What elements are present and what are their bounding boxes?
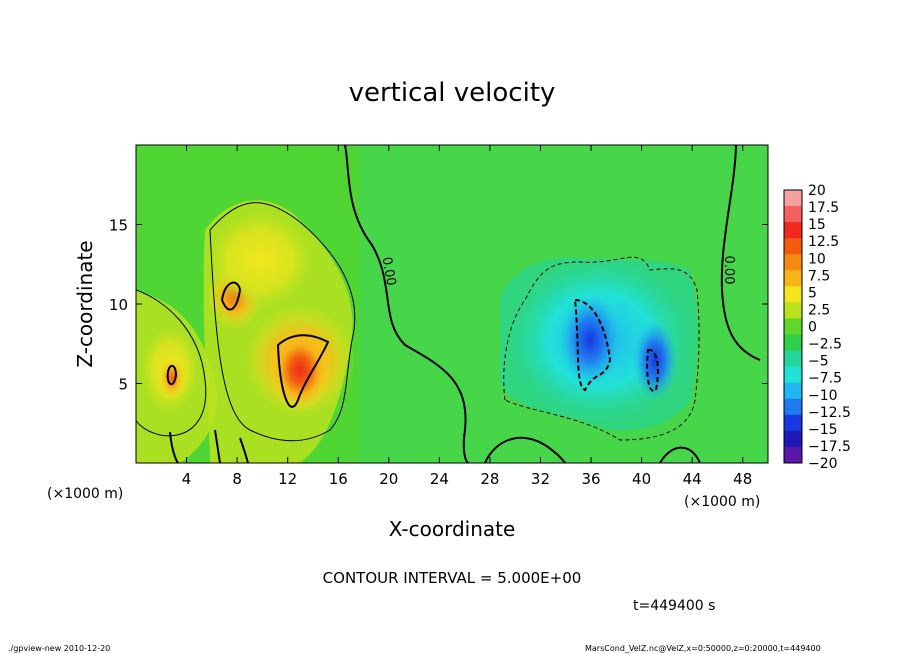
- colorbar-swatch-2: [784, 222, 802, 239]
- colorbar-frame: [783, 189, 803, 464]
- time-text: t=449400 s: [633, 598, 715, 614]
- y-axis: 5 10 15: [109, 217, 768, 394]
- colorbar-label-2: 15: [808, 217, 826, 233]
- x-axis-title: X-coordinate: [389, 517, 516, 541]
- colorbar-label-0: 20: [808, 183, 826, 199]
- colorbar-label-13: −12.5: [808, 405, 851, 421]
- y-tick-label-2: 15: [109, 217, 128, 235]
- colorbar-label-12: −10: [808, 388, 838, 404]
- colorbar-swatch-14: [784, 414, 802, 432]
- colorbar-label-11: −7.5: [808, 371, 842, 387]
- colorbar-label-3: 12.5: [808, 234, 839, 250]
- colorbar-label-10: −5: [808, 354, 829, 370]
- colorbar-label-16: −20: [808, 456, 838, 472]
- colorbar-label-15: −17.5: [808, 439, 851, 455]
- colorbar-swatch-12: [784, 382, 802, 400]
- colorbar-swatch-4: [784, 254, 802, 271]
- colorbar-label-4: 10: [808, 251, 826, 267]
- chart-title: vertical velocity: [349, 78, 556, 108]
- colorbar-swatch-16: [784, 446, 802, 464]
- x-tick-label-10: 44: [683, 470, 702, 488]
- colorbar-swatch-8: [784, 318, 802, 336]
- colorbar-swatch-1: [784, 206, 802, 223]
- x-unit-left: (×1000 m): [47, 486, 123, 502]
- x-tick-label-6: 28: [480, 470, 499, 488]
- x-tick-label-3: 16: [329, 470, 348, 488]
- colorbar-label-1: 17.5: [808, 200, 839, 216]
- contour-label-1: 0.00: [379, 256, 399, 287]
- colorbar-swatch-7: [784, 302, 802, 319]
- x-unit-right: (×1000 m): [684, 494, 760, 510]
- x-tick-label-1: 8: [232, 470, 242, 488]
- heatmap-field: 0.00 0.00: [136, 145, 768, 463]
- colorbar-swatch-6: [784, 286, 802, 303]
- colorbar-label-8: 0: [808, 320, 817, 336]
- colorbar-swatch-13: [784, 398, 802, 416]
- colorbar-swatch-9: [784, 334, 802, 352]
- x-tick-label-11: 48: [733, 470, 752, 488]
- x-tick-label-9: 40: [632, 470, 651, 488]
- y-tick-label-0: 5: [118, 376, 128, 394]
- x-tick-label-7: 32: [531, 470, 550, 488]
- x-tick-label-5: 24: [430, 470, 449, 488]
- colorbar-swatch-10: [784, 350, 802, 368]
- footer-left: ./gpview-new 2010-12-20: [8, 644, 110, 653]
- colorbar-swatch-3: [784, 238, 802, 255]
- y-tick-label-1: 10: [109, 296, 128, 314]
- colorbar-label-7: 2.5: [808, 302, 830, 318]
- colorbar-swatch-0: [784, 190, 802, 207]
- colorbar-label-14: −15: [808, 422, 838, 438]
- contour-interval-text: CONTOUR INTERVAL = 5.000E+00: [323, 569, 582, 587]
- x-axis: 4 8 12 16 20 24 28 32 36 40 44 48: [182, 145, 752, 488]
- x-tick-label-2: 12: [278, 470, 297, 488]
- colorbar-swatch-11: [784, 366, 802, 384]
- y-axis-title: Z-coordinate: [73, 240, 97, 367]
- contour-label-2: 0.00: [721, 256, 736, 285]
- colorbar-swatch-15: [784, 430, 802, 448]
- colorbar-label-6: 5: [808, 285, 817, 301]
- x-tick-label-0: 4: [182, 470, 192, 488]
- x-tick-label-8: 36: [581, 470, 600, 488]
- colorbar-label-5: 7.5: [808, 268, 830, 284]
- colorbar-swatch-5: [784, 270, 802, 287]
- footer-right: MarsCond_VelZ.nc@VelZ,x=0:50000,z=0:2000…: [585, 644, 821, 653]
- x-tick-label-4: 20: [379, 470, 398, 488]
- colorbar-label-9: −2.5: [808, 337, 842, 353]
